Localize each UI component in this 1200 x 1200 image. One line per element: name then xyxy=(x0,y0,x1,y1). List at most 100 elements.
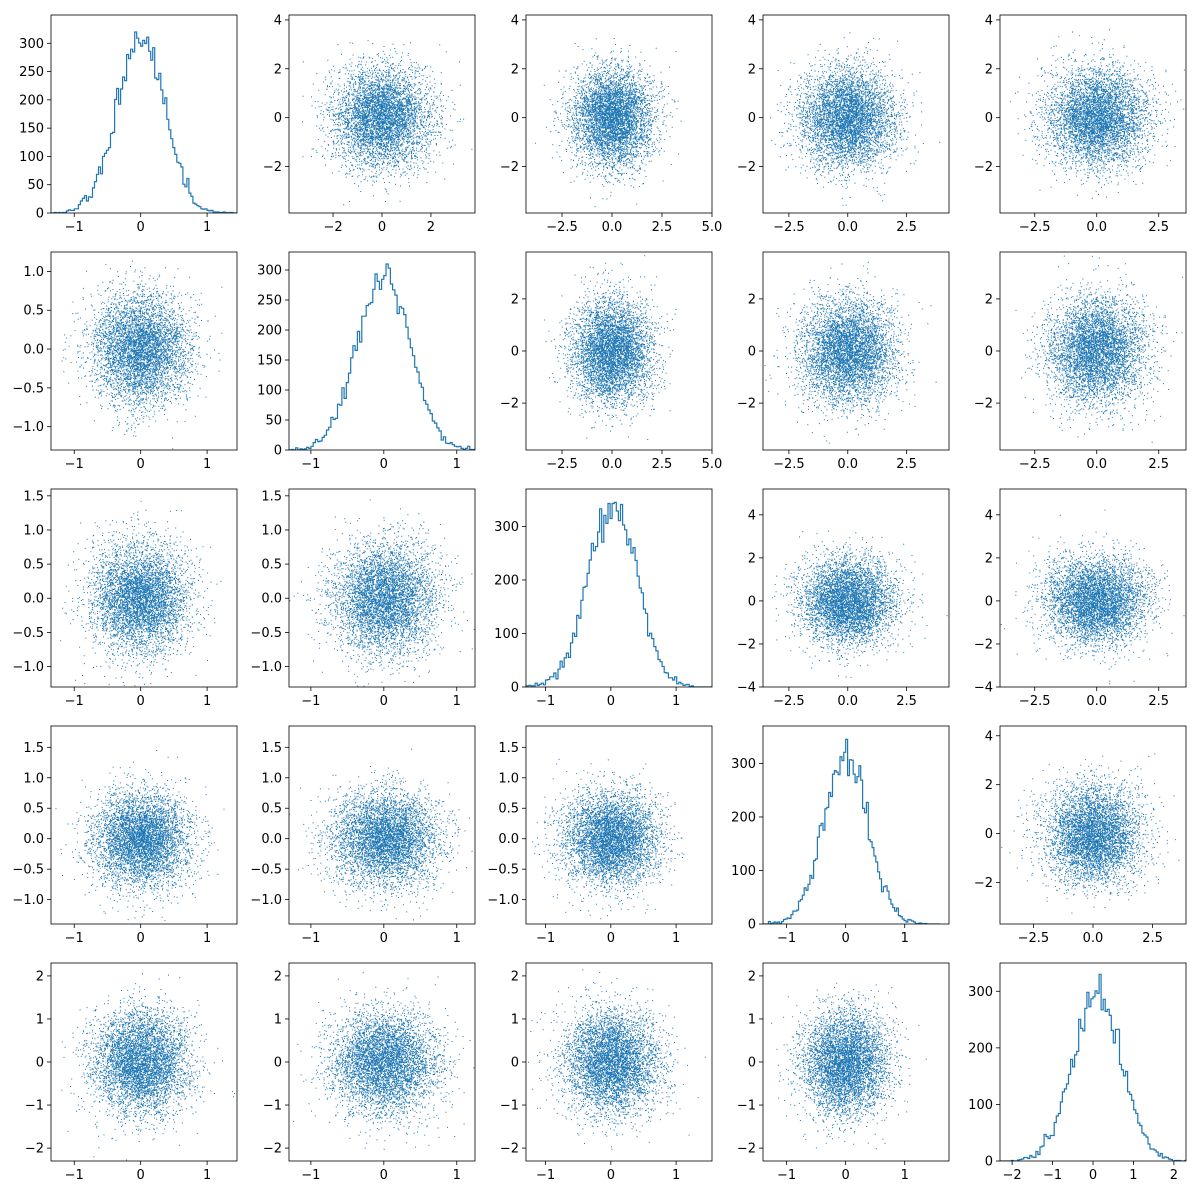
x-tick-label: 1 xyxy=(901,931,909,946)
y-tick-label: −4 xyxy=(974,681,993,696)
y-tick-label: 0 xyxy=(511,111,519,126)
x-tick-label: 0.0 xyxy=(837,457,858,472)
y-tick-label: 300 xyxy=(19,37,44,52)
x-tick-label: 0.0 xyxy=(602,457,623,472)
x-tick-label: 0 xyxy=(842,1168,850,1183)
y-tick-label: −1 xyxy=(263,1099,282,1114)
x-tick-label: 0 xyxy=(378,220,386,235)
y-tick-label: 1.0 xyxy=(498,771,519,786)
x-tick-label: 2.5 xyxy=(652,457,673,472)
x-tick-label: 0.0 xyxy=(602,220,623,235)
y-tick-label: −2 xyxy=(25,1142,44,1157)
y-tick-label: 0.0 xyxy=(498,832,519,847)
x-tick-label: −1 xyxy=(65,457,84,472)
plot-area xyxy=(1001,510,1185,685)
y-tick-label: −1.0 xyxy=(12,420,44,435)
y-tick-label: 200 xyxy=(257,324,282,339)
y-tick-label: 2 xyxy=(985,778,993,793)
x-tick-label: −2.5 xyxy=(546,220,578,235)
x-tick-label: 1 xyxy=(672,931,680,946)
y-tick-label: −1 xyxy=(25,1099,44,1114)
plot-area xyxy=(772,531,948,693)
y-tick-label: 1 xyxy=(511,1012,519,1027)
y-tick-label: 1.0 xyxy=(23,265,44,280)
x-tick-label: −1 xyxy=(301,1168,320,1183)
y-tick-label: 2 xyxy=(985,292,993,307)
x-tick-label: 0.0 xyxy=(837,220,858,235)
y-tick-label: 0 xyxy=(985,594,993,609)
y-tick-label: −1 xyxy=(500,1099,519,1114)
x-tick-label: 1 xyxy=(672,694,680,709)
x-tick-label: 1 xyxy=(901,1168,909,1183)
y-tick-label: 1 xyxy=(748,1012,756,1027)
plot-area xyxy=(754,983,927,1149)
x-tick-label: 0 xyxy=(137,1168,145,1183)
y-tick-label: 0.0 xyxy=(261,832,282,847)
y-tick-label: 4 xyxy=(985,13,993,28)
x-tick-label: −1 xyxy=(65,694,84,709)
plot-area xyxy=(995,974,1199,1161)
y-tick-label: 150 xyxy=(257,354,282,369)
y-tick-label: −2 xyxy=(500,397,519,412)
y-tick-label: 0 xyxy=(748,594,756,609)
x-tick-label: 2.5 xyxy=(896,220,917,235)
x-tick-label: 2.5 xyxy=(1148,694,1169,709)
y-tick-label: 1.5 xyxy=(261,741,282,756)
x-tick-label: −2.5 xyxy=(1019,694,1051,709)
y-tick-label: 2 xyxy=(748,292,756,307)
plot-area xyxy=(49,247,223,452)
y-tick-label: −4 xyxy=(737,681,756,696)
scatter-points xyxy=(528,969,706,1149)
y-tick-label: 0 xyxy=(748,918,756,933)
scatter-points xyxy=(274,749,482,929)
histogram-step xyxy=(508,502,716,687)
x-tick-label: 1 xyxy=(203,694,211,709)
x-tick-label: 1 xyxy=(203,220,211,235)
histogram-step xyxy=(274,264,495,450)
y-tick-label: −0.5 xyxy=(12,381,44,396)
scatter-points xyxy=(1016,250,1195,442)
x-tick-label: 1 xyxy=(1129,1168,1137,1183)
x-tick-label: −1 xyxy=(777,1168,796,1183)
y-tick-label: 4 xyxy=(274,13,282,28)
y-tick-label: −2 xyxy=(974,160,993,175)
x-tick-label: −2 xyxy=(323,220,342,235)
y-tick-label: 0 xyxy=(985,1155,993,1170)
y-tick-label: 1.0 xyxy=(23,523,44,538)
y-tick-label: 0.5 xyxy=(261,558,282,573)
y-tick-label: −0.5 xyxy=(250,626,282,641)
x-tick-label: 2.5 xyxy=(652,220,673,235)
y-tick-label: 0 xyxy=(511,345,519,360)
x-tick-label: 0 xyxy=(607,1168,615,1183)
x-tick-label: 0 xyxy=(137,694,145,709)
y-tick-label: 0.0 xyxy=(261,592,282,607)
scatter-points xyxy=(271,952,478,1150)
plot-area xyxy=(544,255,676,440)
y-tick-label: 4 xyxy=(748,508,756,523)
plot-area xyxy=(532,759,684,939)
panel-r1-c2: −2.5 0.0 2.5 5.0−202 xyxy=(500,252,723,472)
plot-area xyxy=(1016,250,1195,442)
y-tick-label: 0 xyxy=(985,827,993,842)
plot-area xyxy=(1010,29,1185,199)
x-tick-label: −1 xyxy=(65,931,84,946)
y-tick-label: 0 xyxy=(274,111,282,126)
axes-frame xyxy=(51,15,237,213)
scatter-points xyxy=(302,40,472,205)
y-tick-label: −1.0 xyxy=(250,660,282,675)
y-tick-label: −2 xyxy=(974,637,993,652)
scatter-points xyxy=(754,983,927,1149)
scatter-points xyxy=(1010,29,1185,199)
y-tick-label: 1.5 xyxy=(498,741,519,756)
y-tick-label: 2 xyxy=(748,62,756,77)
y-tick-label: 250 xyxy=(257,294,282,309)
axes-frame xyxy=(763,726,949,924)
x-tick-label: 1 xyxy=(203,457,211,472)
panel-r2-c0: −1 0 1−1.0−0.50.00.51.01.5 xyxy=(12,489,250,709)
scatter-points xyxy=(49,247,223,452)
